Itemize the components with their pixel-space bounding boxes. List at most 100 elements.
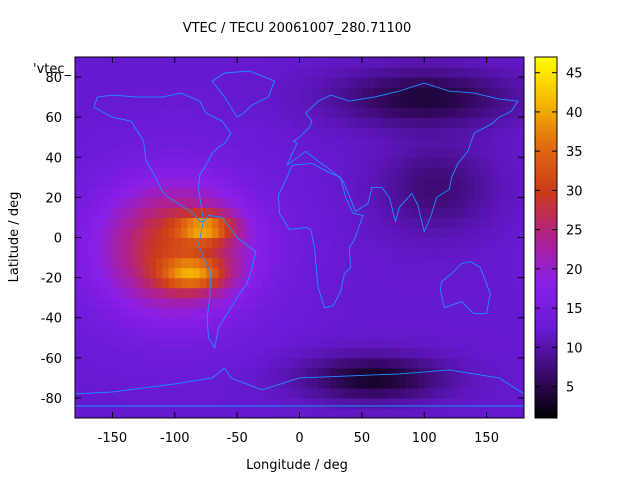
heatmap-cell — [137, 227, 145, 239]
heatmap-cell — [449, 127, 457, 138]
heatmap-cell — [174, 397, 182, 409]
heatmap-cell — [224, 227, 232, 239]
heatmap-cell — [93, 317, 101, 329]
heatmap-cell — [449, 287, 457, 299]
heatmap-cell — [230, 77, 238, 88]
heatmap-cell — [330, 227, 338, 239]
heatmap-cell — [131, 377, 138, 389]
heatmap-cell — [311, 387, 319, 399]
heatmap-cell — [156, 167, 163, 178]
heatmap-cell — [287, 97, 294, 108]
heatmap-cell — [311, 157, 319, 168]
heatmap-cell — [399, 297, 407, 309]
heatmap-cell — [99, 97, 107, 108]
heatmap-cell — [149, 247, 157, 259]
heatmap-cell — [430, 347, 438, 359]
heatmap-cell — [449, 77, 457, 88]
heatmap-cell — [212, 107, 220, 118]
heatmap-cell — [274, 327, 282, 339]
heatmap-cell — [249, 307, 257, 319]
heatmap-cell — [168, 217, 176, 229]
heatmap-cell — [255, 97, 263, 108]
heatmap-cell — [480, 77, 488, 88]
heatmap-cell — [168, 147, 176, 158]
heatmap-cell — [324, 177, 332, 188]
heatmap-cell — [168, 297, 176, 309]
heatmap-cell — [299, 217, 307, 229]
heatmap-cell — [480, 387, 488, 399]
heatmap-cell — [187, 357, 195, 369]
heatmap-cell — [137, 407, 145, 418]
heatmap-cell — [305, 187, 313, 198]
heatmap-cell — [311, 177, 319, 188]
heatmap-cell — [205, 387, 213, 399]
heatmap-cell — [486, 137, 494, 148]
heatmap-cell — [305, 257, 313, 269]
heatmap-cell — [380, 277, 388, 289]
heatmap-cell — [187, 277, 195, 289]
heatmap-cell — [193, 287, 201, 299]
heatmap-cell — [106, 317, 114, 329]
heatmap-cell — [218, 137, 226, 148]
heatmap-cell — [243, 387, 251, 399]
heatmap-cell — [386, 387, 394, 399]
heatmap-cell — [243, 107, 251, 118]
heatmap-cell — [287, 387, 294, 399]
heatmap-cell — [330, 217, 338, 229]
heatmap-cell — [505, 207, 513, 219]
heatmap-cell — [386, 287, 394, 299]
heatmap-cell — [324, 247, 332, 259]
heatmap-cell — [112, 147, 120, 158]
heatmap-cell — [75, 227, 82, 239]
heatmap-cell — [174, 227, 182, 239]
heatmap-cell — [380, 397, 388, 409]
heatmap-cell — [280, 297, 288, 309]
heatmap-cell — [293, 397, 301, 409]
heatmap-cell — [318, 197, 326, 209]
heatmap-cell — [287, 307, 294, 319]
heatmap-cell — [87, 377, 95, 389]
heatmap-cell — [505, 127, 513, 138]
heatmap-cell — [486, 157, 494, 168]
heatmap-cell — [149, 77, 157, 88]
heatmap-cell — [237, 177, 244, 188]
heatmap-cell — [511, 187, 519, 198]
heatmap-cell — [480, 107, 488, 118]
heatmap-cell — [293, 247, 301, 259]
heatmap-cell — [368, 167, 375, 178]
heatmap-cell — [343, 197, 350, 209]
heatmap-cell — [492, 127, 500, 138]
heatmap-cell — [355, 187, 363, 198]
heatmap-cell — [380, 257, 388, 269]
heatmap-cell — [324, 57, 332, 68]
heatmap-cell — [118, 137, 126, 148]
heatmap-cell — [87, 267, 95, 279]
heatmap-cell — [249, 247, 257, 259]
heatmap-cell — [193, 237, 201, 249]
heatmap-cell — [336, 187, 344, 198]
heatmap-cell — [442, 347, 450, 359]
heatmap-cell — [149, 207, 157, 219]
heatmap-cell — [274, 277, 282, 289]
heatmap-cell — [299, 297, 307, 309]
heatmap-cell — [417, 317, 425, 329]
heatmap-cell — [149, 347, 157, 359]
heatmap-cell — [137, 237, 145, 249]
heatmap-cell — [424, 347, 432, 359]
heatmap-cell — [193, 337, 201, 349]
heatmap-cell — [411, 187, 419, 198]
heatmap-cell — [274, 117, 282, 128]
heatmap-cell — [299, 117, 307, 128]
heatmap-cell — [449, 257, 457, 269]
heatmap-cell — [193, 367, 201, 379]
heatmap-cell — [399, 277, 407, 289]
heatmap-cell — [517, 407, 524, 418]
heatmap-cell — [461, 407, 469, 418]
heatmap-cell — [237, 337, 244, 349]
heatmap-cell — [499, 167, 506, 178]
heatmap-cell — [131, 407, 138, 418]
heatmap-cell — [124, 357, 132, 369]
heatmap-cell — [368, 407, 375, 418]
heatmap-cell — [287, 357, 294, 369]
heatmap-cell — [293, 267, 301, 279]
